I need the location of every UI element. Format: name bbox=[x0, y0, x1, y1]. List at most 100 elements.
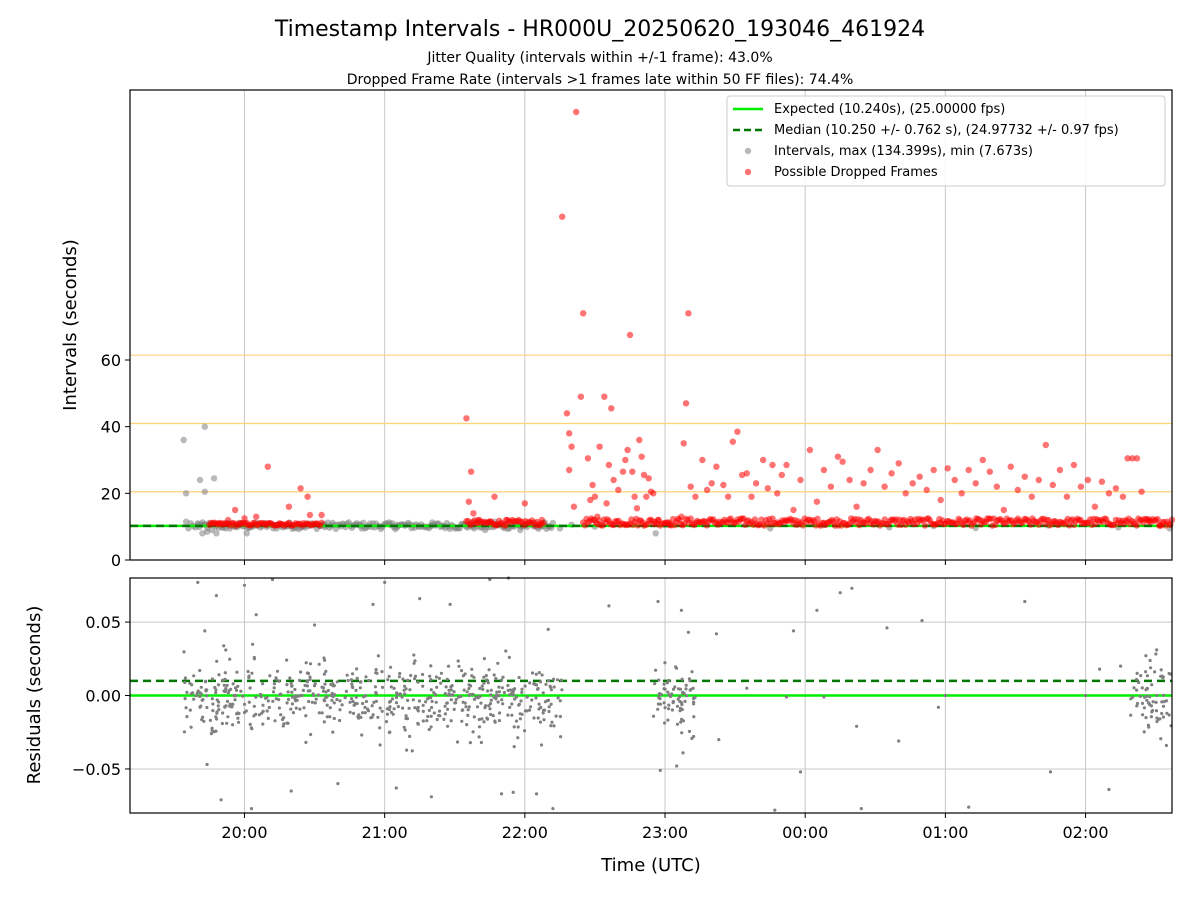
dropped-frames-series bbox=[206, 108, 1176, 529]
residual-point bbox=[323, 682, 327, 686]
residual-point bbox=[465, 723, 469, 727]
residual-point bbox=[217, 673, 221, 677]
residual-point bbox=[265, 709, 269, 713]
residual-point bbox=[1162, 700, 1166, 704]
residual-point bbox=[354, 695, 358, 699]
residual-point bbox=[1149, 666, 1153, 670]
residual-point bbox=[380, 709, 384, 713]
residual-point bbox=[547, 705, 551, 709]
residual-point bbox=[405, 748, 409, 752]
residual-point bbox=[1132, 686, 1136, 690]
residual-point bbox=[249, 807, 254, 811]
dropped-frame-point bbox=[703, 486, 711, 494]
dropped-frame-point bbox=[916, 473, 923, 480]
residual-point bbox=[416, 722, 420, 726]
residual-point bbox=[537, 702, 541, 706]
dropped-frame-point bbox=[986, 468, 993, 475]
residual-point bbox=[446, 707, 450, 711]
residual-point bbox=[308, 675, 312, 679]
residual-point bbox=[518, 712, 522, 716]
residual-point bbox=[220, 721, 224, 726]
dropped-frame-point bbox=[1070, 461, 1078, 469]
dropped-frame-point bbox=[297, 485, 304, 492]
residual-point bbox=[446, 664, 451, 668]
residual-point bbox=[489, 698, 493, 702]
residual-point bbox=[300, 693, 304, 697]
residual-point bbox=[233, 698, 237, 702]
dropped-frame-point bbox=[224, 516, 232, 524]
residual-point bbox=[312, 684, 317, 688]
residual-point bbox=[1048, 770, 1053, 774]
residual-point bbox=[359, 680, 363, 684]
residual-point bbox=[346, 678, 350, 683]
dropped-frame-point bbox=[1028, 493, 1036, 500]
dropped-frame-point bbox=[605, 461, 613, 469]
dropped-frame-point bbox=[874, 446, 881, 454]
residual-point bbox=[402, 725, 406, 729]
residual-point bbox=[226, 715, 230, 719]
residual-point bbox=[439, 681, 443, 685]
residual-point bbox=[376, 715, 380, 719]
dropped-frame-point bbox=[685, 310, 692, 317]
residual-point bbox=[1135, 688, 1139, 692]
residual-point bbox=[667, 703, 671, 707]
residual-point bbox=[539, 743, 544, 747]
intervals-y-axis-label: Intervals (seconds) bbox=[60, 239, 81, 411]
residual-point bbox=[277, 706, 281, 710]
residual-point bbox=[208, 718, 212, 723]
residual-point bbox=[1135, 701, 1140, 706]
residual-point bbox=[216, 704, 220, 708]
residual-point bbox=[500, 686, 504, 690]
dropped-frame-point bbox=[758, 516, 765, 523]
residual-point bbox=[508, 705, 512, 710]
intervals-x-ticks bbox=[243, 560, 1087, 565]
residual-point bbox=[329, 682, 333, 687]
residual-point bbox=[335, 697, 339, 702]
residual-point bbox=[653, 682, 657, 686]
residual-point bbox=[1161, 704, 1166, 708]
dropped-frame-point bbox=[713, 463, 720, 470]
residual-point bbox=[536, 716, 540, 720]
residual-point bbox=[430, 705, 434, 710]
residual-point bbox=[1129, 713, 1133, 717]
dropped-frame-point bbox=[1056, 466, 1064, 474]
residual-point bbox=[294, 706, 298, 710]
residuals-y-axis-label: Residuals (seconds) bbox=[24, 606, 45, 785]
dropped-frame-point bbox=[624, 446, 631, 454]
dropped-frame-point bbox=[1035, 476, 1043, 484]
residual-point bbox=[278, 692, 282, 697]
residual-point bbox=[510, 713, 514, 717]
residual-point bbox=[547, 709, 551, 714]
residual-point bbox=[412, 661, 416, 665]
residual-point bbox=[194, 694, 198, 698]
residual-point bbox=[502, 690, 506, 695]
residual-point bbox=[313, 701, 317, 705]
dropped-frame-point bbox=[759, 456, 767, 464]
residual-point bbox=[540, 673, 544, 677]
residual-point bbox=[305, 671, 309, 675]
residual-point bbox=[325, 703, 329, 707]
residual-point bbox=[1119, 664, 1123, 668]
residual-point bbox=[683, 699, 687, 704]
residual-point bbox=[247, 675, 251, 680]
residual-point bbox=[1142, 706, 1146, 710]
residual-point bbox=[352, 703, 356, 707]
residual-point bbox=[348, 700, 352, 704]
dropped-frame-point bbox=[774, 490, 781, 497]
residuals-panel: 0.05 0.00 −0.05 20:00 21:00 22:00 23:00 00:00 0… bbox=[24, 576, 1173, 876]
residual-point bbox=[512, 745, 516, 749]
residual-point bbox=[669, 694, 673, 699]
residual-point bbox=[210, 726, 214, 730]
residual-point bbox=[361, 701, 365, 706]
residual-point bbox=[543, 700, 548, 704]
residual-point bbox=[494, 694, 498, 699]
residual-point bbox=[326, 688, 330, 693]
residual-point bbox=[443, 712, 447, 716]
residual-point bbox=[447, 688, 451, 692]
residual-point bbox=[389, 710, 393, 714]
residual-point bbox=[607, 604, 611, 608]
residual-point bbox=[556, 696, 560, 700]
residual-point bbox=[296, 694, 300, 698]
residual-point bbox=[387, 674, 391, 679]
residual-point bbox=[236, 711, 240, 715]
